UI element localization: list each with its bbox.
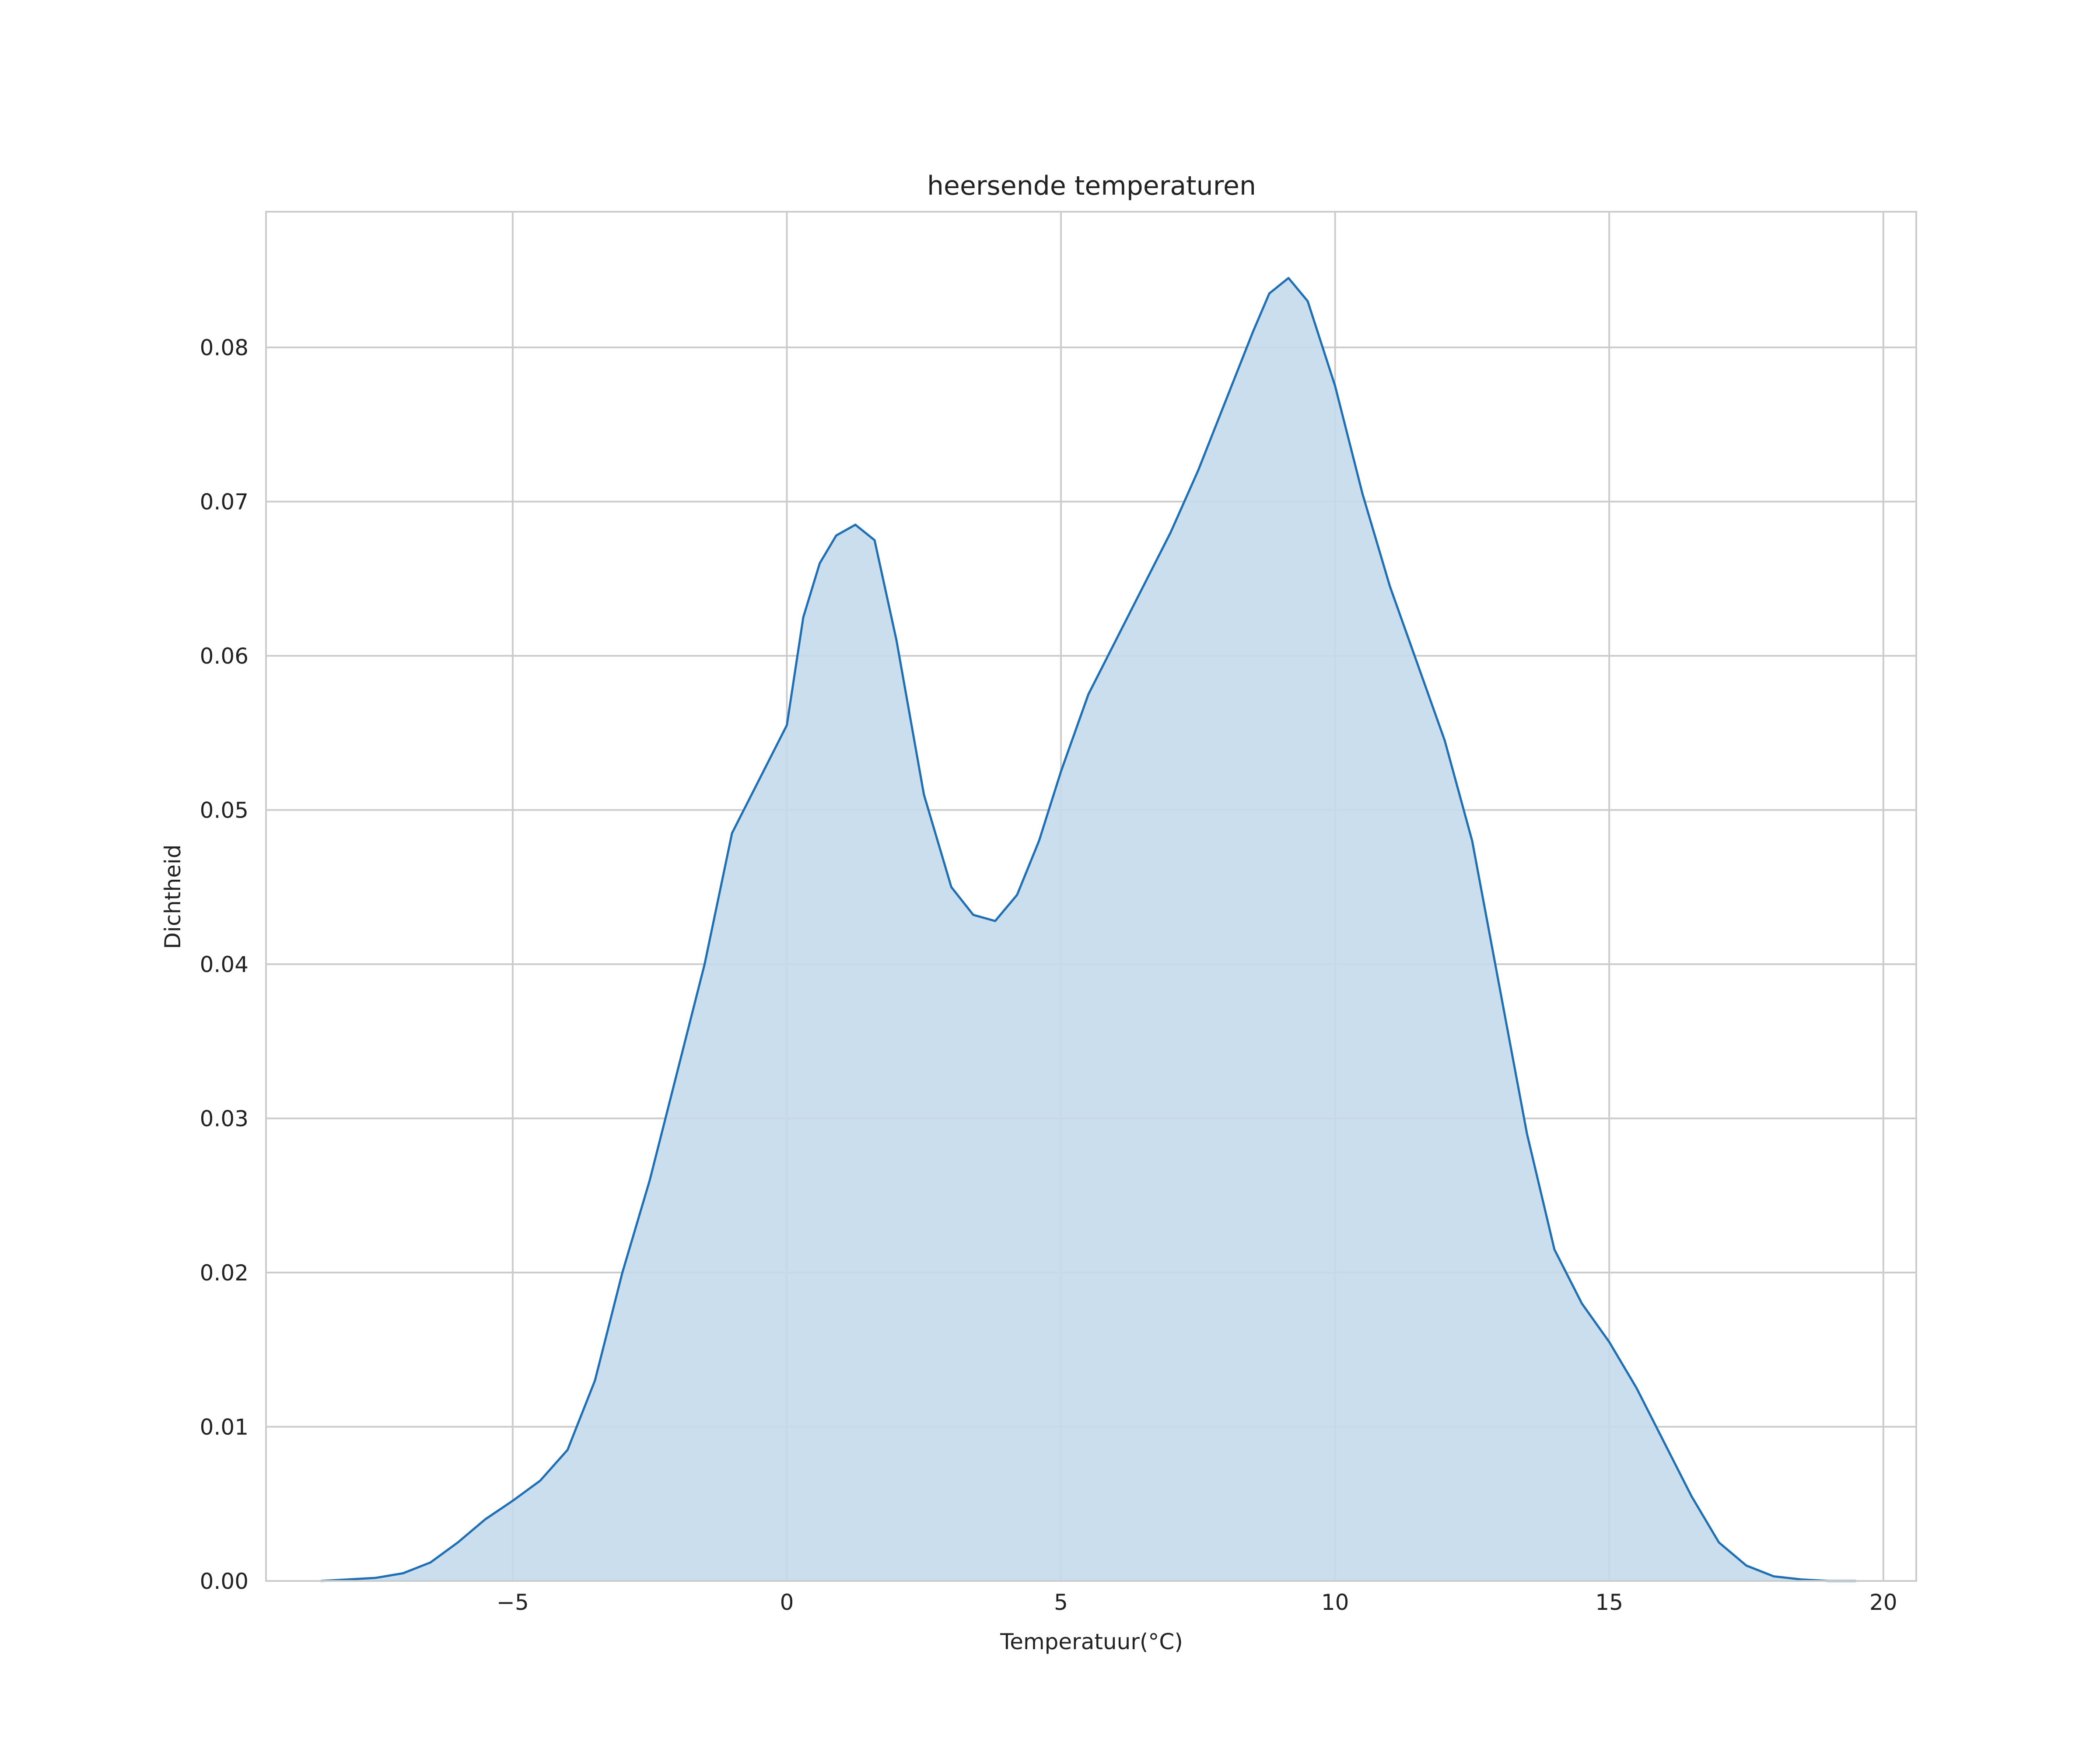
- grid: [266, 212, 1916, 1582]
- x-axis-ticks: −5 0 5 10 15 20: [497, 1590, 1897, 1615]
- x-axis-label: Temperatuur(°C): [1000, 1629, 1183, 1654]
- plot-frame: [265, 211, 1917, 1582]
- y-tick-label: 0.08: [200, 335, 248, 360]
- x-tick-label: 20: [1869, 1590, 1897, 1615]
- y-tick-label: 0.02: [200, 1260, 248, 1286]
- y-tick-label: 0.04: [200, 952, 248, 977]
- y-axis-label: Dichtheid: [160, 844, 186, 949]
- x-tick-label: −5: [497, 1590, 529, 1615]
- y-axis-ticks: 0.00 0.01 0.02 0.03 0.04 0.05 0.06 0.07 0.08: [200, 335, 248, 1594]
- y-tick-label: 0.00: [200, 1569, 248, 1594]
- x-tick-label: 10: [1321, 1590, 1349, 1615]
- y-tick-label: 0.03: [200, 1106, 248, 1132]
- density-area-fill: [321, 278, 1856, 1581]
- x-tick-label: 0: [780, 1590, 794, 1615]
- x-tick-label: 15: [1595, 1590, 1623, 1615]
- y-tick-label: 0.07: [200, 490, 248, 515]
- y-tick-label: 0.05: [200, 798, 248, 823]
- chart-title: heersende temperaturen: [927, 171, 1256, 201]
- plot-area: [321, 277, 1856, 1582]
- y-tick-label: 0.06: [200, 643, 248, 669]
- density-curve: [321, 277, 1856, 1582]
- y-tick-label: 0.01: [200, 1415, 248, 1440]
- x-tick-label: 5: [1054, 1590, 1068, 1615]
